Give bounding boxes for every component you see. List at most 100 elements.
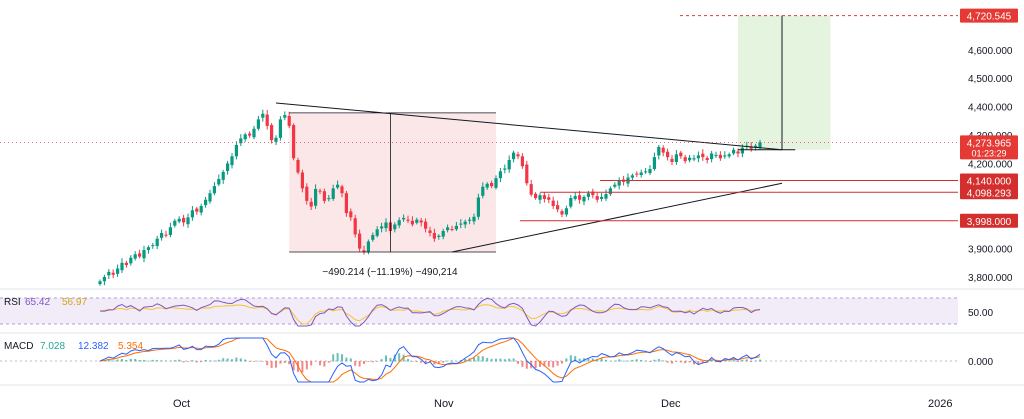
macd-histogram-bar	[451, 360, 453, 362]
macd-histogram-bar	[446, 360, 449, 362]
candle-body	[569, 198, 573, 207]
candle-body	[278, 119, 282, 138]
triangle-lower-line[interactable]	[451, 182, 783, 253]
macd-histogram-bar	[684, 361, 687, 364]
candle-body	[657, 146, 661, 156]
candle-body	[366, 241, 370, 253]
macd-histogram-bar	[525, 361, 528, 369]
candle-body	[239, 138, 243, 144]
candle-body	[305, 186, 309, 201]
rsi-title[interactable]: RSI	[4, 297, 21, 308]
candle-body	[534, 193, 538, 199]
candle-body	[120, 262, 124, 271]
macd-histogram-bar	[754, 360, 757, 362]
candle-body	[754, 145, 758, 148]
macd-histogram-bar	[556, 361, 559, 366]
macd-histogram-bar	[701, 361, 704, 364]
macd-histogram-bar	[248, 361, 251, 362]
macd-signal-line	[99, 337, 761, 383]
macd-histogram-bar	[165, 360, 167, 362]
macd-histogram-bar	[195, 361, 198, 363]
rsi-line	[99, 297, 761, 327]
candle-body	[164, 234, 168, 236]
macd-histogram-bar	[759, 359, 761, 362]
macd-histogram-bar	[490, 358, 493, 362]
candle-body	[507, 159, 511, 170]
candle-body	[173, 220, 177, 226]
candle-body	[371, 234, 375, 240]
candle-body	[740, 147, 744, 154]
candle-body	[644, 171, 648, 173]
macd-histogram-bar	[750, 361, 753, 363]
candle-body	[573, 196, 577, 199]
macd-histogram-bar	[213, 360, 216, 362]
macd-histogram-bar	[253, 361, 255, 362]
macd-histogram-bar	[732, 359, 735, 362]
price-badge	[960, 213, 1018, 228]
candle-body	[683, 157, 687, 162]
price-badge	[960, 185, 1018, 200]
macd-histogram-bar	[288, 361, 291, 365]
candle-body	[397, 220, 401, 226]
candle-body	[547, 197, 551, 200]
candle-body	[107, 271, 111, 276]
macd-histogram-bar	[517, 361, 519, 364]
macd-histogram-bar	[591, 358, 594, 362]
macd-histogram-bar	[640, 359, 643, 362]
price-badge	[960, 135, 1018, 160]
candle-body	[102, 277, 106, 282]
macd-histogram-bar	[231, 359, 233, 362]
macd-title[interactable]: MACD	[4, 341, 33, 352]
candle-body	[604, 194, 608, 199]
candle-body	[384, 222, 388, 229]
rsi-ma-value: 56.97	[62, 297, 87, 308]
macd-histogram-bar	[569, 355, 572, 362]
candle-body	[98, 281, 102, 285]
candle-body	[424, 221, 428, 229]
price-tick-label: 4,600.000	[968, 46, 1013, 57]
macd-histogram-bar	[279, 361, 282, 364]
macd-histogram-bar	[371, 361, 374, 363]
candle-body	[635, 173, 639, 175]
candle-body	[230, 156, 234, 166]
measure-zone	[289, 112, 496, 253]
candle-body	[270, 125, 274, 141]
triangle-upper-line[interactable]	[275, 102, 783, 151]
candle-body	[630, 175, 634, 178]
macd-histogram-bar	[402, 354, 405, 362]
candle-body	[415, 219, 419, 223]
time-tick-label: Oct	[173, 398, 190, 410]
macd-histogram-bar	[204, 359, 207, 362]
candle-body	[512, 152, 516, 160]
macd-histogram-bar	[349, 358, 352, 362]
macd-histogram-bar	[129, 358, 132, 362]
candle-body	[450, 229, 454, 231]
price-badge-label: 4,273.965	[967, 138, 1012, 149]
macd-histogram-bar	[200, 361, 203, 363]
candle-body	[696, 155, 700, 159]
candle-body	[234, 144, 238, 157]
macd-histogram-bar	[459, 360, 462, 362]
candle-body	[375, 229, 379, 236]
macd-histogram-bar	[565, 358, 568, 362]
price-tick-label: 3,900.000	[968, 245, 1013, 256]
macd-histogram-bar	[367, 361, 370, 362]
macd-histogram-bar	[169, 360, 172, 362]
macd-histogram-bar	[266, 361, 269, 366]
macd-histogram-bar	[393, 354, 396, 362]
macd-histogram-bar	[257, 360, 260, 362]
candle-body	[718, 154, 722, 159]
candle-body	[380, 226, 384, 229]
macd-histogram-bar	[222, 358, 225, 362]
candle-body	[362, 250, 366, 253]
macd-histogram-bar	[477, 355, 480, 362]
macd-histogram-bar	[649, 361, 651, 362]
candle-body	[133, 254, 137, 259]
macd-histogram-bar	[134, 358, 137, 362]
macd-histogram-bar	[301, 361, 304, 373]
macd-histogram-bar	[235, 357, 238, 362]
candle-body	[195, 208, 199, 212]
candle-body	[327, 198, 331, 200]
